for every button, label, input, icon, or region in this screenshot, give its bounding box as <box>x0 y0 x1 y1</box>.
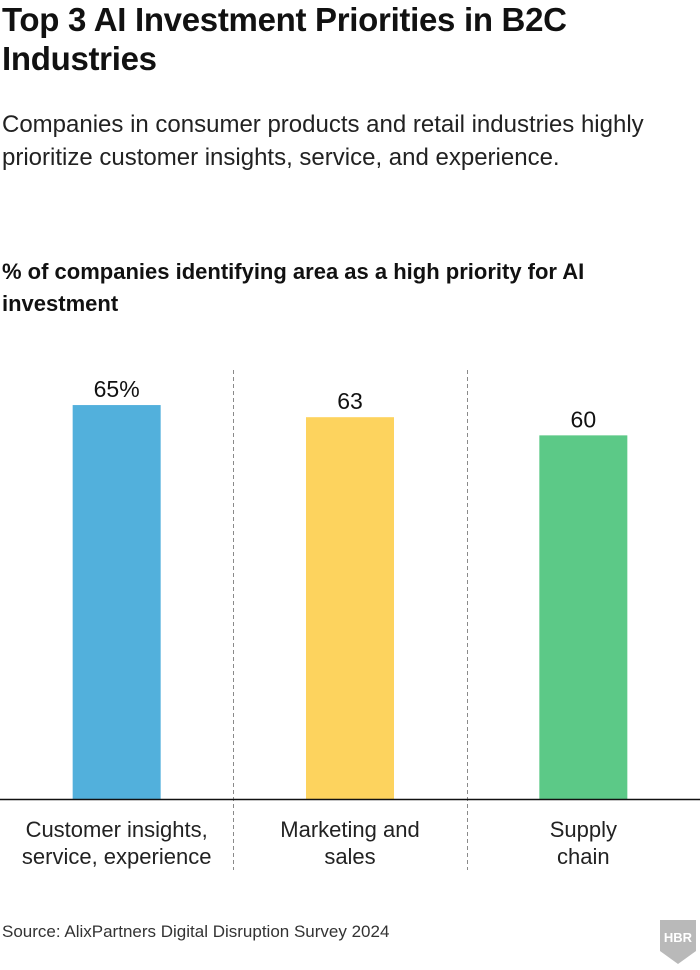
data-label: 65% <box>94 376 140 402</box>
hbr-logo: HBR <box>660 920 696 964</box>
category-label: Supply <box>550 817 617 842</box>
source-note: Source: AlixPartners Digital Disruption … <box>2 922 390 941</box>
measure-label: % of companies identifying area as a hig… <box>2 259 585 316</box>
category-label: service, experience <box>22 844 212 869</box>
bar <box>539 435 628 799</box>
chart-subtitle: Companies in consumer products and retai… <box>2 111 644 171</box>
category-label: Marketing and <box>280 817 419 842</box>
data-label: 60 <box>571 406 597 432</box>
data-label: 63 <box>337 388 363 414</box>
category-label: sales <box>324 844 375 869</box>
bar-chart: 65% Customer insights,service, experience… <box>0 370 700 870</box>
chart-title: Top 3 AI Investment Priorities in B2C In… <box>2 1 567 77</box>
hbr-logo-text: HBR <box>664 930 693 945</box>
bar <box>72 405 161 799</box>
category-label: Customer insights, <box>26 817 208 842</box>
category-label: chain <box>557 844 610 869</box>
bar <box>306 417 394 799</box>
